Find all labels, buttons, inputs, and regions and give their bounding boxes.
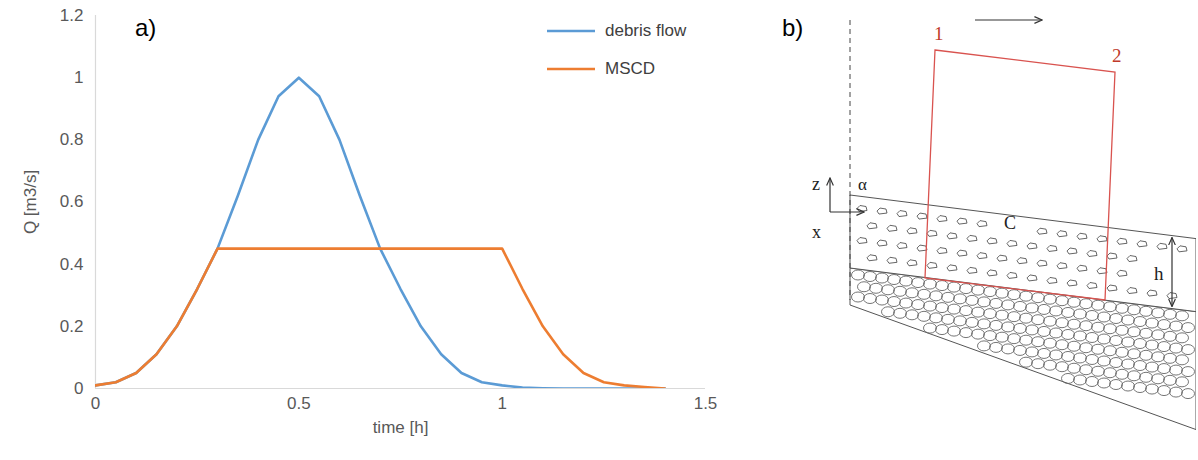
svg-text:1.5: 1.5 xyxy=(694,394,718,413)
svg-text:0.2: 0.2 xyxy=(60,317,84,336)
svg-text:0.5: 0.5 xyxy=(287,394,311,413)
svg-text:time [h]: time [h] xyxy=(373,418,429,437)
html-text:debris flow: debris flow xyxy=(605,21,687,40)
svg-text:x: x xyxy=(812,222,821,242)
svg-text:1: 1 xyxy=(934,23,944,44)
svg-text:0.8: 0.8 xyxy=(60,130,84,149)
html-text:b): b) xyxy=(782,14,804,41)
html-text:MSCD: MSCD xyxy=(605,59,656,78)
svg-text:1: 1 xyxy=(497,394,506,413)
svg-text:h: h xyxy=(1154,263,1164,284)
svg-text:0: 0 xyxy=(91,394,100,413)
svg-text:α: α xyxy=(858,175,867,194)
svg-text:1.2: 1.2 xyxy=(60,6,84,25)
svg-text:Q [m3/s]: Q [m3/s] xyxy=(21,170,40,234)
svg-text:0.4: 0.4 xyxy=(60,255,84,274)
html-text:a): a) xyxy=(135,14,157,41)
svg-text:C: C xyxy=(1004,213,1016,233)
svg-text:0: 0 xyxy=(74,379,83,398)
svg-text:z: z xyxy=(812,174,820,194)
svg-text:2: 2 xyxy=(1112,45,1122,66)
svg-text:0.6: 0.6 xyxy=(60,192,84,211)
svg-text:1: 1 xyxy=(74,68,83,87)
